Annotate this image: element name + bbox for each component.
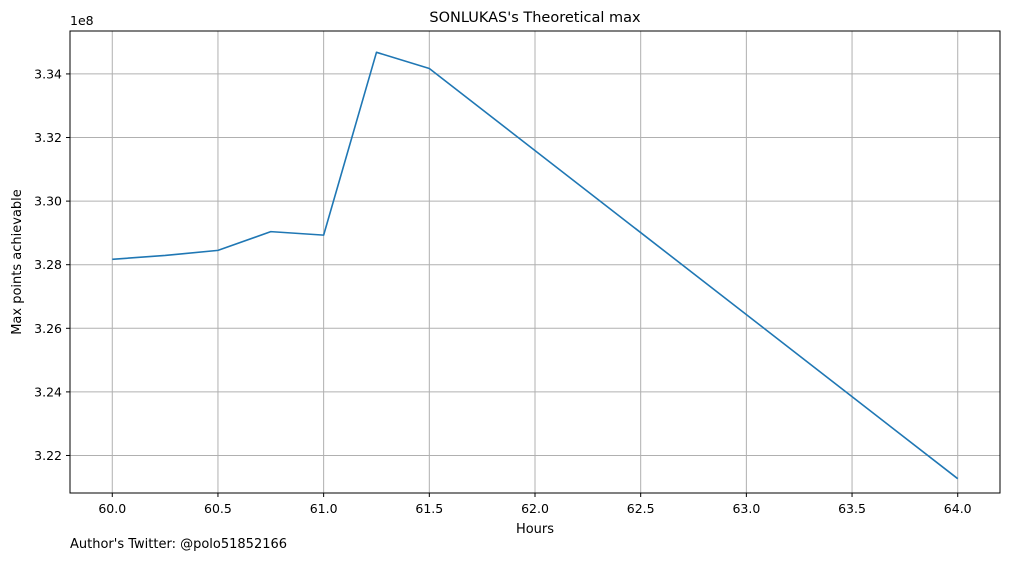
y-tick-label: 3.30 — [34, 194, 62, 209]
x-tick-label: 61.0 — [310, 501, 338, 516]
chart-title: SONLUKAS's Theoretical max — [429, 10, 641, 26]
x-tick-label: 60.5 — [204, 501, 232, 516]
grid — [70, 31, 1000, 493]
x-tick-label: 61.5 — [415, 501, 443, 516]
x-axis-label: Hours — [516, 522, 554, 537]
author-footer: Author's Twitter: @polo51852166 — [70, 537, 288, 552]
y-offset-label: 1e8 — [70, 13, 94, 28]
y-axis-ticks: 3.22 3.24 3.26 3.28 3.30 3.32 3.34 — [34, 66, 70, 463]
y-tick-label: 3.26 — [34, 321, 62, 336]
y-tick-label: 3.32 — [34, 130, 62, 145]
x-tick-label: 64.0 — [944, 501, 972, 516]
series-lines — [112, 51, 959, 480]
y-tick-label: 3.34 — [34, 66, 62, 81]
series-line — [112, 51, 959, 480]
y-axis-label: Max points achievable — [10, 189, 25, 335]
x-tick-label: 63.5 — [838, 501, 866, 516]
y-tick-label: 3.22 — [34, 448, 62, 463]
x-tick-label: 63.0 — [732, 501, 760, 516]
y-tick-label: 3.24 — [34, 384, 62, 399]
x-tick-label: 62.0 — [521, 501, 549, 516]
x-tick-label: 60.0 — [98, 501, 126, 516]
x-axis-ticks: 60.0 60.5 61.0 61.5 62.0 62.5 63.0 63.5 64.0 — [98, 493, 972, 516]
y-tick-label: 3.28 — [34, 257, 62, 272]
x-tick-label: 62.5 — [627, 501, 655, 516]
